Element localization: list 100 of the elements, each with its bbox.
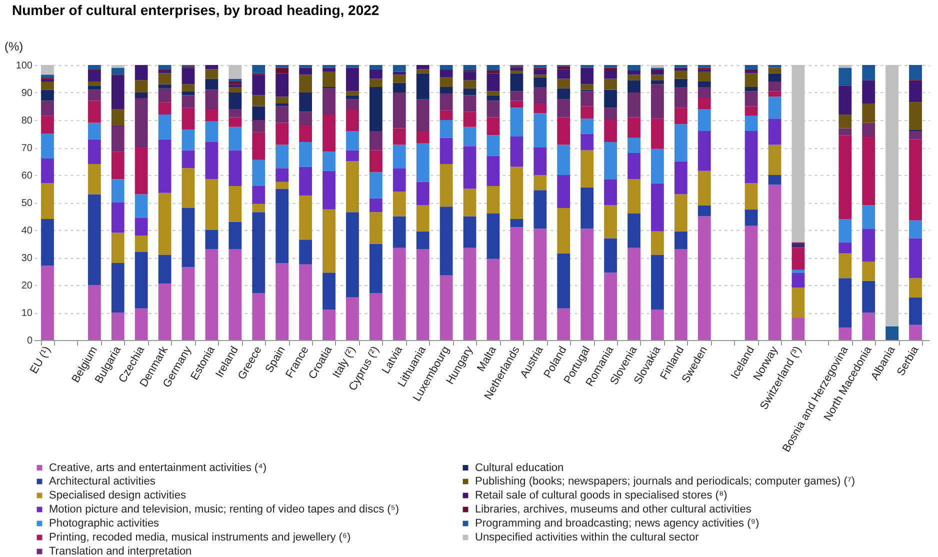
x-tick-label: EU (¹) xyxy=(28,344,54,376)
bar xyxy=(88,90,101,101)
bar xyxy=(510,70,524,74)
bar xyxy=(463,112,476,127)
bar xyxy=(909,278,922,298)
bar xyxy=(322,209,336,273)
bar xyxy=(228,84,242,87)
bar xyxy=(651,254,664,310)
bar xyxy=(134,92,148,98)
bar xyxy=(440,65,453,70)
bar xyxy=(88,122,101,140)
bar xyxy=(440,120,453,138)
bar xyxy=(276,65,289,68)
bar xyxy=(276,182,289,189)
bar xyxy=(299,142,312,167)
bar xyxy=(252,120,266,132)
bar xyxy=(158,102,172,114)
bar xyxy=(628,80,640,92)
bar xyxy=(440,87,453,94)
bar xyxy=(768,96,782,119)
y-axis-title: (%) xyxy=(4,40,24,54)
bar xyxy=(369,244,382,294)
bar xyxy=(486,214,500,259)
bar xyxy=(276,122,289,145)
bar xyxy=(322,65,336,68)
bar xyxy=(486,186,500,214)
bar xyxy=(182,267,195,340)
bar xyxy=(182,150,195,168)
bar xyxy=(510,219,524,228)
bar xyxy=(88,194,101,285)
bar xyxy=(111,202,124,233)
bar xyxy=(651,118,664,149)
bar xyxy=(604,272,617,340)
bar xyxy=(510,136,524,167)
bar xyxy=(698,131,711,171)
bar xyxy=(276,144,289,168)
bar xyxy=(604,78,617,90)
bar xyxy=(486,100,500,118)
legend-label: Translation and interpretation xyxy=(49,546,192,557)
bar xyxy=(557,208,570,254)
bar xyxy=(744,70,758,74)
bar xyxy=(557,117,570,145)
bar xyxy=(557,144,570,175)
bar xyxy=(134,80,148,92)
bar xyxy=(392,192,406,216)
bar xyxy=(580,68,594,84)
bar xyxy=(346,109,359,131)
bar xyxy=(205,109,218,122)
bar xyxy=(228,222,242,250)
bar xyxy=(862,228,876,262)
legend-label: Retail sale of cultural goods in specialised stores (⁸) xyxy=(475,490,728,502)
bar xyxy=(486,65,500,70)
bar xyxy=(651,70,664,75)
bar xyxy=(322,170,336,210)
bar xyxy=(909,297,922,325)
bar xyxy=(651,84,664,119)
bar xyxy=(768,91,782,97)
bar xyxy=(322,72,336,87)
bar xyxy=(744,87,758,92)
bar xyxy=(698,109,711,131)
bar xyxy=(510,68,524,70)
bar xyxy=(41,183,54,219)
bar xyxy=(862,65,876,80)
bar xyxy=(228,92,242,109)
bar xyxy=(158,192,172,255)
bar xyxy=(862,205,876,229)
bar xyxy=(392,144,406,168)
bar xyxy=(299,65,312,68)
bar xyxy=(628,74,640,80)
bar xyxy=(628,138,640,153)
bar xyxy=(604,142,617,180)
bar xyxy=(322,114,336,152)
bar xyxy=(369,131,382,150)
bar xyxy=(463,216,476,248)
bar xyxy=(88,164,101,194)
bar xyxy=(628,65,640,70)
bar xyxy=(698,216,711,340)
legend-label: Unspecified activities within the cultural sector xyxy=(475,532,700,544)
bar xyxy=(440,77,453,87)
bar xyxy=(486,156,500,186)
bar xyxy=(416,73,430,100)
bar xyxy=(604,65,617,68)
legend-label: Libraries, archives, museums and other cultural activities xyxy=(475,504,752,516)
bar xyxy=(534,175,547,190)
bar xyxy=(838,278,852,328)
bar xyxy=(580,228,594,340)
bar xyxy=(768,73,782,82)
bar xyxy=(628,117,640,138)
bar xyxy=(182,68,195,84)
bar xyxy=(628,214,640,248)
bar xyxy=(228,126,242,150)
bar xyxy=(580,134,594,150)
bar xyxy=(510,108,524,136)
bar xyxy=(534,65,547,68)
bar xyxy=(369,198,382,212)
bar xyxy=(557,88,570,100)
y-tick-label: 60 xyxy=(21,170,33,182)
bar xyxy=(111,152,124,180)
bar xyxy=(252,212,266,294)
bar xyxy=(416,249,430,340)
